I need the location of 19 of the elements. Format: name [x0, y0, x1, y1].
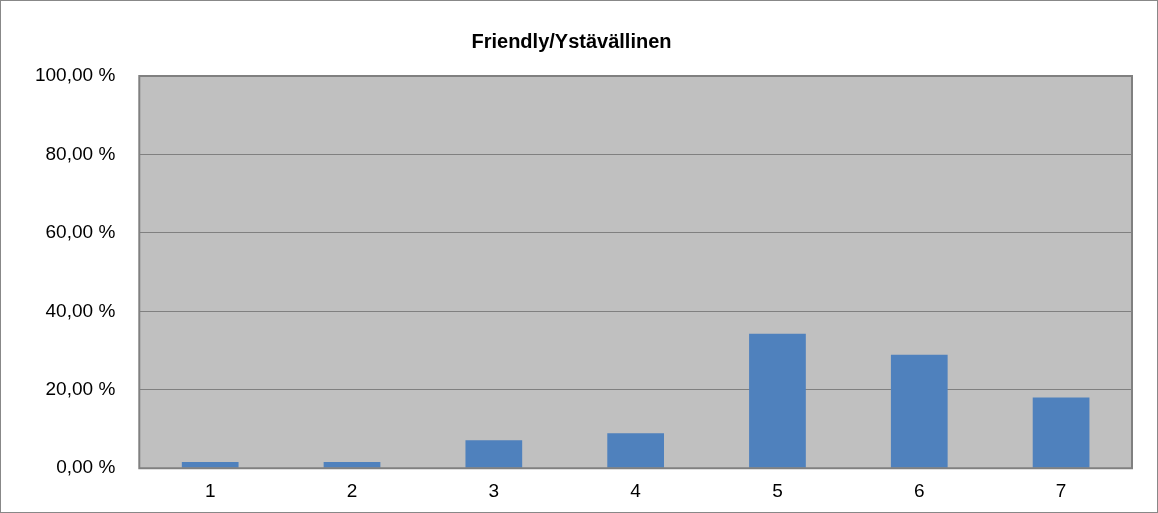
bar	[607, 433, 665, 468]
bar	[1032, 397, 1090, 468]
bar	[890, 354, 948, 468]
y-tick-label: 80,00 %	[45, 142, 116, 164]
x-tick-label: 5	[772, 479, 783, 501]
x-tick-label: 3	[488, 479, 500, 501]
x-tick-label: 2	[346, 479, 358, 501]
bar	[465, 440, 523, 468]
y-tick-label: 60,00 %	[45, 221, 116, 243]
x-tick-label: 1	[204, 479, 216, 501]
x-tick-label: 4	[630, 479, 642, 501]
bar	[749, 333, 806, 468]
y-tick-label: 100,00 %	[34, 64, 116, 86]
x-tick-label: 7	[1055, 479, 1067, 501]
y-tick-label: 0,00 %	[56, 456, 116, 478]
y-tick-label: 40,00 %	[45, 299, 116, 321]
y-tick-label: 20,00 %	[45, 377, 116, 399]
x-tick-label: 6	[913, 479, 925, 501]
chart-title: Friendly/Ystävällinen	[471, 29, 672, 52]
